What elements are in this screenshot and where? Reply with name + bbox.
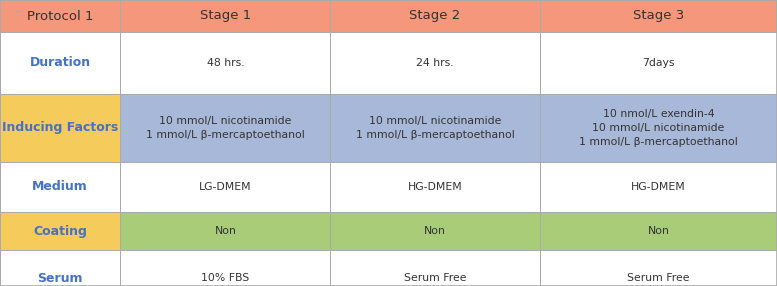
Bar: [0, 94, 120, 162]
Bar: [540, 0, 777, 32]
Bar: [540, 94, 777, 162]
Bar: [330, 94, 540, 162]
Bar: [120, 32, 330, 94]
Text: Non: Non: [647, 226, 670, 236]
Bar: [120, 162, 330, 212]
Text: 10 mmol/L nicotinamide
1 mmol/L β-mercaptoethanol: 10 mmol/L nicotinamide 1 mmol/L β-mercap…: [356, 116, 514, 140]
Text: 10% FBS: 10% FBS: [201, 273, 249, 283]
Text: Stage 1: Stage 1: [200, 9, 251, 23]
Text: 48 hrs.: 48 hrs.: [207, 58, 244, 68]
Text: LG-DMEM: LG-DMEM: [199, 182, 252, 192]
Text: Serum Free: Serum Free: [404, 273, 466, 283]
Text: Stage 2: Stage 2: [409, 9, 461, 23]
Bar: [120, 212, 330, 250]
Text: 7days: 7days: [643, 58, 674, 68]
Bar: [540, 32, 777, 94]
Bar: [330, 32, 540, 94]
Bar: [0, 32, 120, 94]
Text: Duration: Duration: [30, 57, 91, 69]
Bar: [540, 212, 777, 250]
Text: Inducing Factors: Inducing Factors: [2, 122, 118, 134]
Text: HG-DMEM: HG-DMEM: [631, 182, 686, 192]
Bar: [540, 162, 777, 212]
Text: 10 mmol/L nicotinamide
1 mmol/L β-mercaptoethanol: 10 mmol/L nicotinamide 1 mmol/L β-mercap…: [146, 116, 305, 140]
Text: 24 hrs.: 24 hrs.: [416, 58, 454, 68]
Bar: [330, 250, 540, 286]
Text: Protocol 1: Protocol 1: [27, 9, 93, 23]
Text: Serum: Serum: [37, 271, 83, 285]
Bar: [540, 250, 777, 286]
Bar: [330, 212, 540, 250]
Bar: [0, 162, 120, 212]
Text: Non: Non: [424, 226, 446, 236]
Text: Serum Free: Serum Free: [627, 273, 690, 283]
Bar: [120, 94, 330, 162]
Text: HG-DMEM: HG-DMEM: [408, 182, 462, 192]
Text: Non: Non: [214, 226, 236, 236]
Text: Stage 3: Stage 3: [633, 9, 684, 23]
Text: 10 nmol/L exendin-4
10 mmol/L nicotinamide
1 mmol/L β-mercaptoethanol: 10 nmol/L exendin-4 10 mmol/L nicotinami…: [579, 110, 738, 147]
Bar: [0, 0, 120, 32]
Bar: [0, 250, 120, 286]
Bar: [330, 162, 540, 212]
Text: Coating: Coating: [33, 225, 87, 237]
Text: Medium: Medium: [33, 180, 88, 194]
Bar: [120, 0, 330, 32]
Bar: [0, 212, 120, 250]
Bar: [120, 250, 330, 286]
Bar: [330, 0, 540, 32]
